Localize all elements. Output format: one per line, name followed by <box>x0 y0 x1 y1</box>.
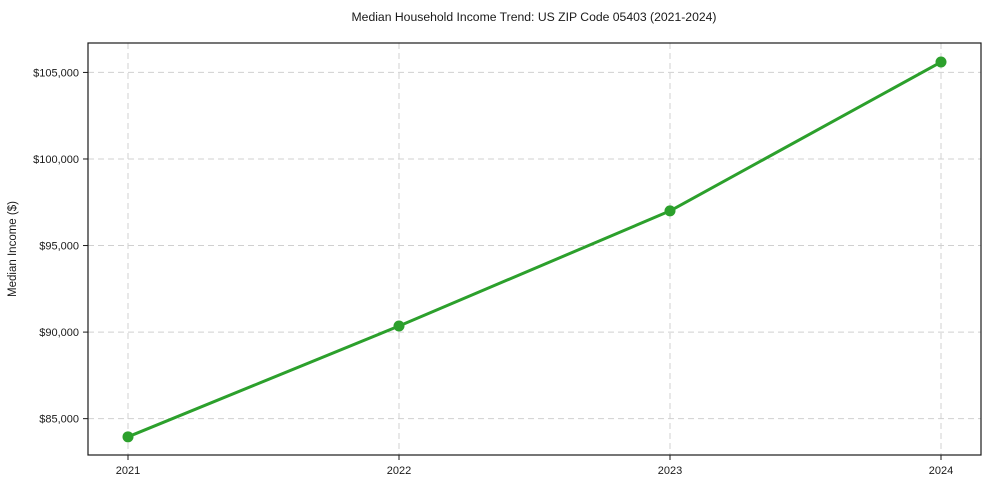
data-point <box>122 431 134 443</box>
chart-title: Median Household Income Trend: US ZIP Co… <box>352 10 717 24</box>
y-tick-label: $85,000 <box>39 414 79 426</box>
data-point <box>935 56 947 68</box>
series-layer <box>122 56 947 443</box>
y-tick-label: $100,000 <box>33 154 79 166</box>
gridlines <box>88 43 981 455</box>
data-point <box>393 320 405 332</box>
x-tick-label: 2023 <box>658 465 682 477</box>
x-tick-label: 2021 <box>116 465 140 477</box>
y-tick-label: $95,000 <box>39 241 79 253</box>
y-axis-label: Median Income ($) <box>7 201 19 297</box>
plot-border <box>87 42 982 456</box>
axis-ticks <box>83 71 942 460</box>
y-tick-label: $90,000 <box>39 327 79 339</box>
trend-line <box>126 60 943 439</box>
tick-labels: $85,000 $90,000 $95,000 $100,000 $105,000 202… <box>33 67 953 477</box>
y-tick-label: $105,000 <box>33 67 79 79</box>
data-point <box>664 205 676 217</box>
x-tick-label: 2024 <box>929 465 953 477</box>
x-tick-label: 2022 <box>387 465 411 477</box>
